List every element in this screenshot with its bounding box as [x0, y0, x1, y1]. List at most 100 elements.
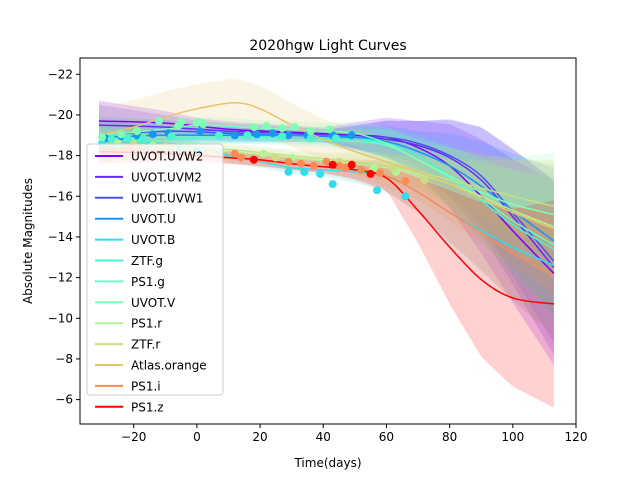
data-point-5-0 — [107, 135, 116, 144]
band-11 — [99, 135, 554, 337]
band-7 — [99, 117, 554, 276]
data-point-5-4 — [215, 131, 223, 140]
data-point-7-11 — [278, 124, 287, 133]
x-tick-label-5: 80 — [442, 430, 457, 444]
y-tick-label-3: −16 — [48, 189, 73, 203]
data-point-11-10 — [376, 168, 385, 177]
fit-line-6 — [98, 136, 555, 246]
data-point-11-5 — [309, 161, 318, 170]
data-point-11-8 — [341, 163, 350, 172]
band-1 — [99, 104, 554, 355]
data-point-4-10 — [328, 180, 337, 189]
y-tick-label-8: −6 — [55, 393, 73, 407]
x-tick-label-0: −20 — [121, 430, 146, 444]
y-tick-label-6: −10 — [48, 311, 73, 325]
data-point-11-6 — [322, 157, 331, 166]
legend-label-8: PS1.r — [131, 317, 162, 331]
x-tick-label-1: 0 — [193, 430, 201, 444]
band-2 — [99, 117, 554, 343]
data-point-3-12 — [347, 131, 356, 140]
data-point-3-6 — [230, 131, 239, 140]
x-tick-label-4: 60 — [379, 430, 394, 444]
data-point-12-1 — [328, 160, 337, 169]
data-point-7-9 — [249, 123, 258, 132]
data-point-7-1 — [117, 130, 126, 139]
data-point-11-3 — [284, 157, 293, 166]
x-axis-ticks: −20 0 20 40 60 80 100 120 — [121, 424, 587, 444]
data-point-11-7 — [335, 161, 344, 170]
data-point-9-5 — [388, 163, 397, 172]
legend-label-11: PS1.i — [131, 379, 161, 393]
legend-label-7: UVOT.V — [131, 296, 176, 310]
data-point-11-9 — [357, 165, 366, 174]
y-tick-label-4: −14 — [48, 230, 73, 244]
data-point-12-2 — [347, 160, 356, 169]
legend-label-12: PS1.z — [131, 400, 164, 414]
data-point-7-14 — [325, 125, 334, 134]
data-point-4-9 — [316, 169, 325, 178]
data-point-7-5 — [177, 118, 186, 127]
data-point-3-5 — [196, 127, 205, 136]
data-point-9-6 — [420, 176, 429, 184]
data-point-12-0 — [249, 155, 258, 164]
fit-line-10 — [98, 101, 555, 230]
x-tick-label-2: 20 — [252, 430, 267, 444]
data-point-12-3 — [366, 169, 375, 178]
data-point-7-2 — [132, 127, 141, 136]
band-5 — [99, 127, 554, 317]
legend: UVOT.UVW2 UVOT.UVM2 UVOT.UVW1 UVOT.U UVOT.B Z… — [86, 143, 224, 414]
data-point-5-1 — [123, 134, 132, 143]
data-point-4-7 — [284, 167, 293, 176]
legend-label-2: UVOT.UVW1 — [131, 191, 203, 205]
x-axis-label: Time(days) — [293, 456, 361, 470]
data-point-4-11 — [373, 186, 381, 195]
data-point-7-3 — [155, 117, 163, 125]
data-point-5-2 — [139, 134, 148, 143]
data-point-5-6 — [278, 132, 287, 141]
x-tick-label-6: 100 — [501, 430, 524, 444]
legend-label-5: ZTF.g — [131, 254, 163, 268]
legend-label-1: UVOT.UVM2 — [131, 170, 202, 184]
data-point-9-3 — [271, 153, 280, 162]
data-point-3-7 — [252, 130, 261, 139]
legend-label-10: Atlas.orange — [131, 359, 207, 373]
y-axis-label: Absolute Magnitudes — [21, 178, 35, 304]
y-tick-label-1: −20 — [48, 108, 73, 122]
band-8 — [99, 131, 554, 280]
fit-line-1 — [98, 124, 555, 268]
y-tick-label-7: −8 — [55, 352, 73, 366]
data-point-11-2 — [237, 153, 246, 162]
legend-label-0: UVOT.UVW2 — [131, 150, 203, 164]
y-tick-label-5: −12 — [48, 271, 73, 285]
data-point-7-13 — [306, 127, 315, 136]
data-point-4-12 — [401, 192, 410, 201]
fit-line-12 — [98, 150, 555, 305]
data-point-4-8 — [300, 167, 309, 176]
data-point-5-7 — [306, 134, 315, 143]
y-tick-label-2: −18 — [48, 149, 73, 163]
data-point-5-8 — [331, 134, 340, 143]
data-point-8-5 — [369, 163, 378, 172]
legend-label-9: ZTF.r — [131, 338, 160, 352]
fit-line-3 — [98, 134, 555, 242]
y-axis-ticks: −22 −20 −18 −16 −14 −12 −10 −8 −6 — [48, 67, 80, 407]
legend-label-6: PS1.g — [131, 275, 165, 289]
data-point-5-3 — [167, 132, 176, 141]
data-point-11-4 — [297, 159, 306, 168]
data-point-7-12 — [290, 123, 299, 132]
legend-label-4: UVOT.B — [131, 233, 175, 247]
data-point-7-8 — [199, 120, 208, 129]
data-point-8-3 — [259, 149, 268, 158]
data-point-11-11 — [401, 177, 410, 185]
plot-frame — [79, 57, 577, 425]
data-point-3-8 — [268, 129, 277, 138]
y-tick-label-0: −22 — [48, 67, 73, 81]
legend-box — [86, 143, 224, 396]
data-point-7-10 — [262, 122, 271, 131]
data-point-11-1 — [230, 149, 239, 158]
x-tick-label-3: 40 — [316, 430, 331, 444]
data-point-3-3 — [148, 130, 157, 139]
legend-label-3: UVOT.U — [131, 212, 176, 226]
band-0 — [99, 100, 554, 365]
